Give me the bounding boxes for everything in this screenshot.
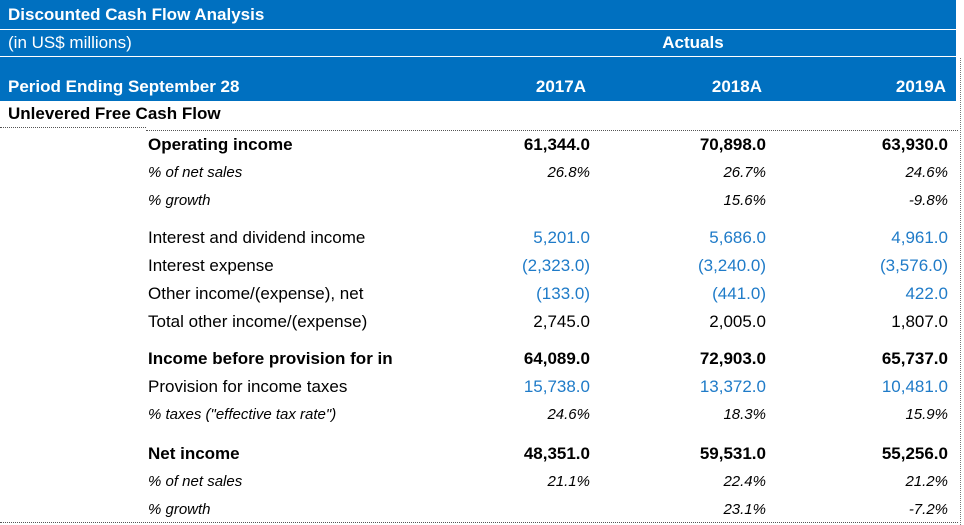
- value-2019: -7.2%: [908, 501, 948, 518]
- value-2018: 72,903.0: [699, 349, 766, 368]
- row-label: % growth: [148, 501, 211, 518]
- section-title: Unlevered Free Cash Flow: [8, 104, 221, 123]
- table-row: % growth 15.6% -9.8%: [0, 187, 960, 215]
- value-2019: (3,576.0): [879, 256, 948, 275]
- row-label: % of net sales: [148, 164, 243, 181]
- year-2018: 2018A: [711, 77, 762, 96]
- value-2018: 15.6%: [723, 192, 766, 209]
- value-2019: 65,737.0: [881, 349, 948, 368]
- value-2018: (3,240.0): [697, 256, 766, 275]
- table-row: % of net sales 21.1% 22.4% 21.2%: [0, 468, 960, 496]
- section-underline-right: [146, 130, 958, 131]
- value-2019: 15.9%: [905, 406, 948, 423]
- value-2018: 2,005.0: [709, 312, 766, 331]
- value-2017: 26.8%: [547, 164, 590, 181]
- table-row: Provision for income taxes 15,738.0 13,3…: [0, 373, 960, 401]
- table-row: % taxes ("effective tax rate") 24.6% 18.…: [0, 401, 960, 429]
- row-label: % taxes ("effective tax rate"): [148, 406, 337, 423]
- value-2018: 26.7%: [723, 164, 766, 181]
- value-2017: 24.6%: [547, 406, 590, 423]
- value-2018: 23.1%: [723, 501, 766, 518]
- row-label: Operating income: [148, 135, 293, 154]
- row-label: % of net sales: [148, 473, 243, 490]
- bottom-border: [0, 522, 958, 523]
- row-label: Net income: [148, 444, 240, 463]
- period-band: Period Ending September 28 2017A 2018A 2…: [0, 57, 956, 101]
- value-2019: 55,256.0: [881, 444, 948, 463]
- row-label: Interest and dividend income: [148, 228, 366, 247]
- value-2018: (441.0): [712, 284, 766, 303]
- value-2019: 63,930.0: [881, 135, 948, 154]
- year-2017: 2017A: [535, 77, 586, 96]
- table-row: Income before provision for in 64,089.0 …: [0, 345, 960, 373]
- table-row: Total other income/(expense) 2,745.0 2,0…: [0, 308, 960, 336]
- value-2017: 2,745.0: [533, 312, 590, 331]
- value-2019: 1,807.0: [891, 312, 948, 331]
- period-label: Period Ending September 28: [8, 77, 240, 96]
- table-row: Net income 48,351.0 59,531.0 55,256.0: [0, 440, 960, 468]
- value-2018: 70,898.0: [699, 135, 766, 154]
- value-2017: (2,323.0): [521, 256, 590, 275]
- units-label: (in US$ millions): [8, 33, 132, 52]
- value-2018: 5,686.0: [709, 228, 766, 247]
- actuals-label: Actuals: [662, 33, 724, 52]
- row-label: Total other income/(expense): [148, 312, 368, 331]
- section-underline-left: [0, 127, 146, 128]
- row-label: % growth: [148, 192, 211, 209]
- value-2017: 64,089.0: [523, 349, 590, 368]
- value-2017: 48,351.0: [523, 444, 590, 463]
- value-2017: 21.1%: [547, 473, 590, 490]
- value-2017: 15,738.0: [523, 377, 590, 396]
- year-2019: 2019A: [895, 77, 946, 96]
- value-2019: 422.0: [905, 284, 948, 303]
- table-row: % growth 23.1% -7.2%: [0, 496, 960, 524]
- table-row: Operating income 61,344.0 70,898.0 63,93…: [0, 131, 960, 159]
- value-2019: 24.6%: [905, 164, 948, 181]
- row-label: Provision for income taxes: [148, 377, 348, 396]
- value-2019: 21.2%: [905, 473, 948, 490]
- value-2019: -9.8%: [908, 192, 948, 209]
- value-2017: (133.0): [536, 284, 590, 303]
- value-2019: 4,961.0: [891, 228, 948, 247]
- table-row: Interest and dividend income 5,201.0 5,6…: [0, 224, 960, 252]
- table-row: % of net sales 26.8% 26.7% 24.6%: [0, 159, 960, 187]
- units-band: (in US$ millions) Actuals: [0, 30, 956, 56]
- value-2018: 13,372.0: [699, 377, 766, 396]
- value-2017: 61,344.0: [523, 135, 590, 154]
- value-2018: 18.3%: [723, 406, 766, 423]
- value-2018: 59,531.0: [699, 444, 766, 463]
- row-label: Interest expense: [148, 256, 274, 275]
- row-label: Income before provision for in: [148, 349, 393, 368]
- right-border: [960, 58, 961, 525]
- value-2018: 22.4%: [723, 473, 766, 490]
- value-2017: 5,201.0: [533, 228, 590, 247]
- title-band: Discounted Cash Flow Analysis: [0, 0, 956, 29]
- table-row: Other income/(expense), net (133.0) (441…: [0, 280, 960, 308]
- table-row: Interest expense (2,323.0) (3,240.0) (3,…: [0, 252, 960, 280]
- sheet-title: Discounted Cash Flow Analysis: [8, 5, 265, 24]
- row-label: Other income/(expense), net: [148, 284, 364, 303]
- value-2019: 10,481.0: [881, 377, 948, 396]
